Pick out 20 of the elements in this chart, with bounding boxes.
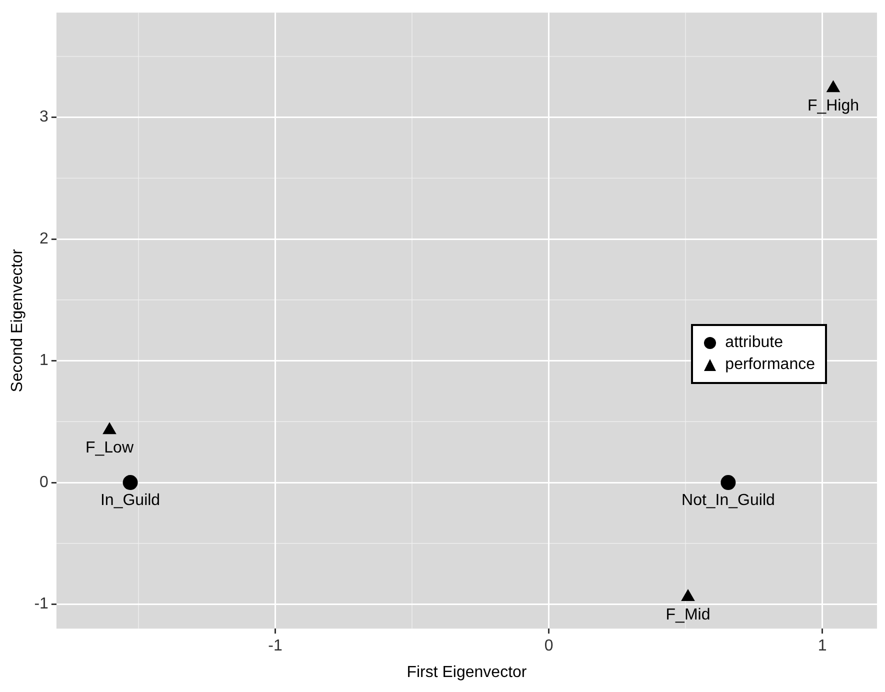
y-axis-title: Second Eigenvector xyxy=(9,248,26,392)
legend-label: attribute xyxy=(725,333,783,354)
point xyxy=(102,422,116,434)
legend-label: performance xyxy=(725,355,815,376)
x-tick-label: -1 xyxy=(268,638,282,655)
point xyxy=(681,589,695,601)
x-axis-title: First Eigenvector xyxy=(406,664,528,681)
annotation: F_Mid xyxy=(666,606,710,624)
x-tick-label: 1 xyxy=(818,638,827,655)
y-tick-label: 2 xyxy=(40,230,49,248)
x-tick-label: 0 xyxy=(544,638,554,655)
y-tick-label: 3 xyxy=(40,108,49,126)
annotation: F_High xyxy=(807,97,860,114)
annotation: F_Low xyxy=(85,440,134,457)
y-tick-label: -1 xyxy=(34,596,49,613)
y-tick-label: 0 xyxy=(40,474,49,491)
point xyxy=(826,80,840,92)
y-tick-label: 1 xyxy=(40,352,49,370)
annotation: Not_In_Guild xyxy=(682,492,775,509)
annotation: In_Guild xyxy=(100,492,160,509)
